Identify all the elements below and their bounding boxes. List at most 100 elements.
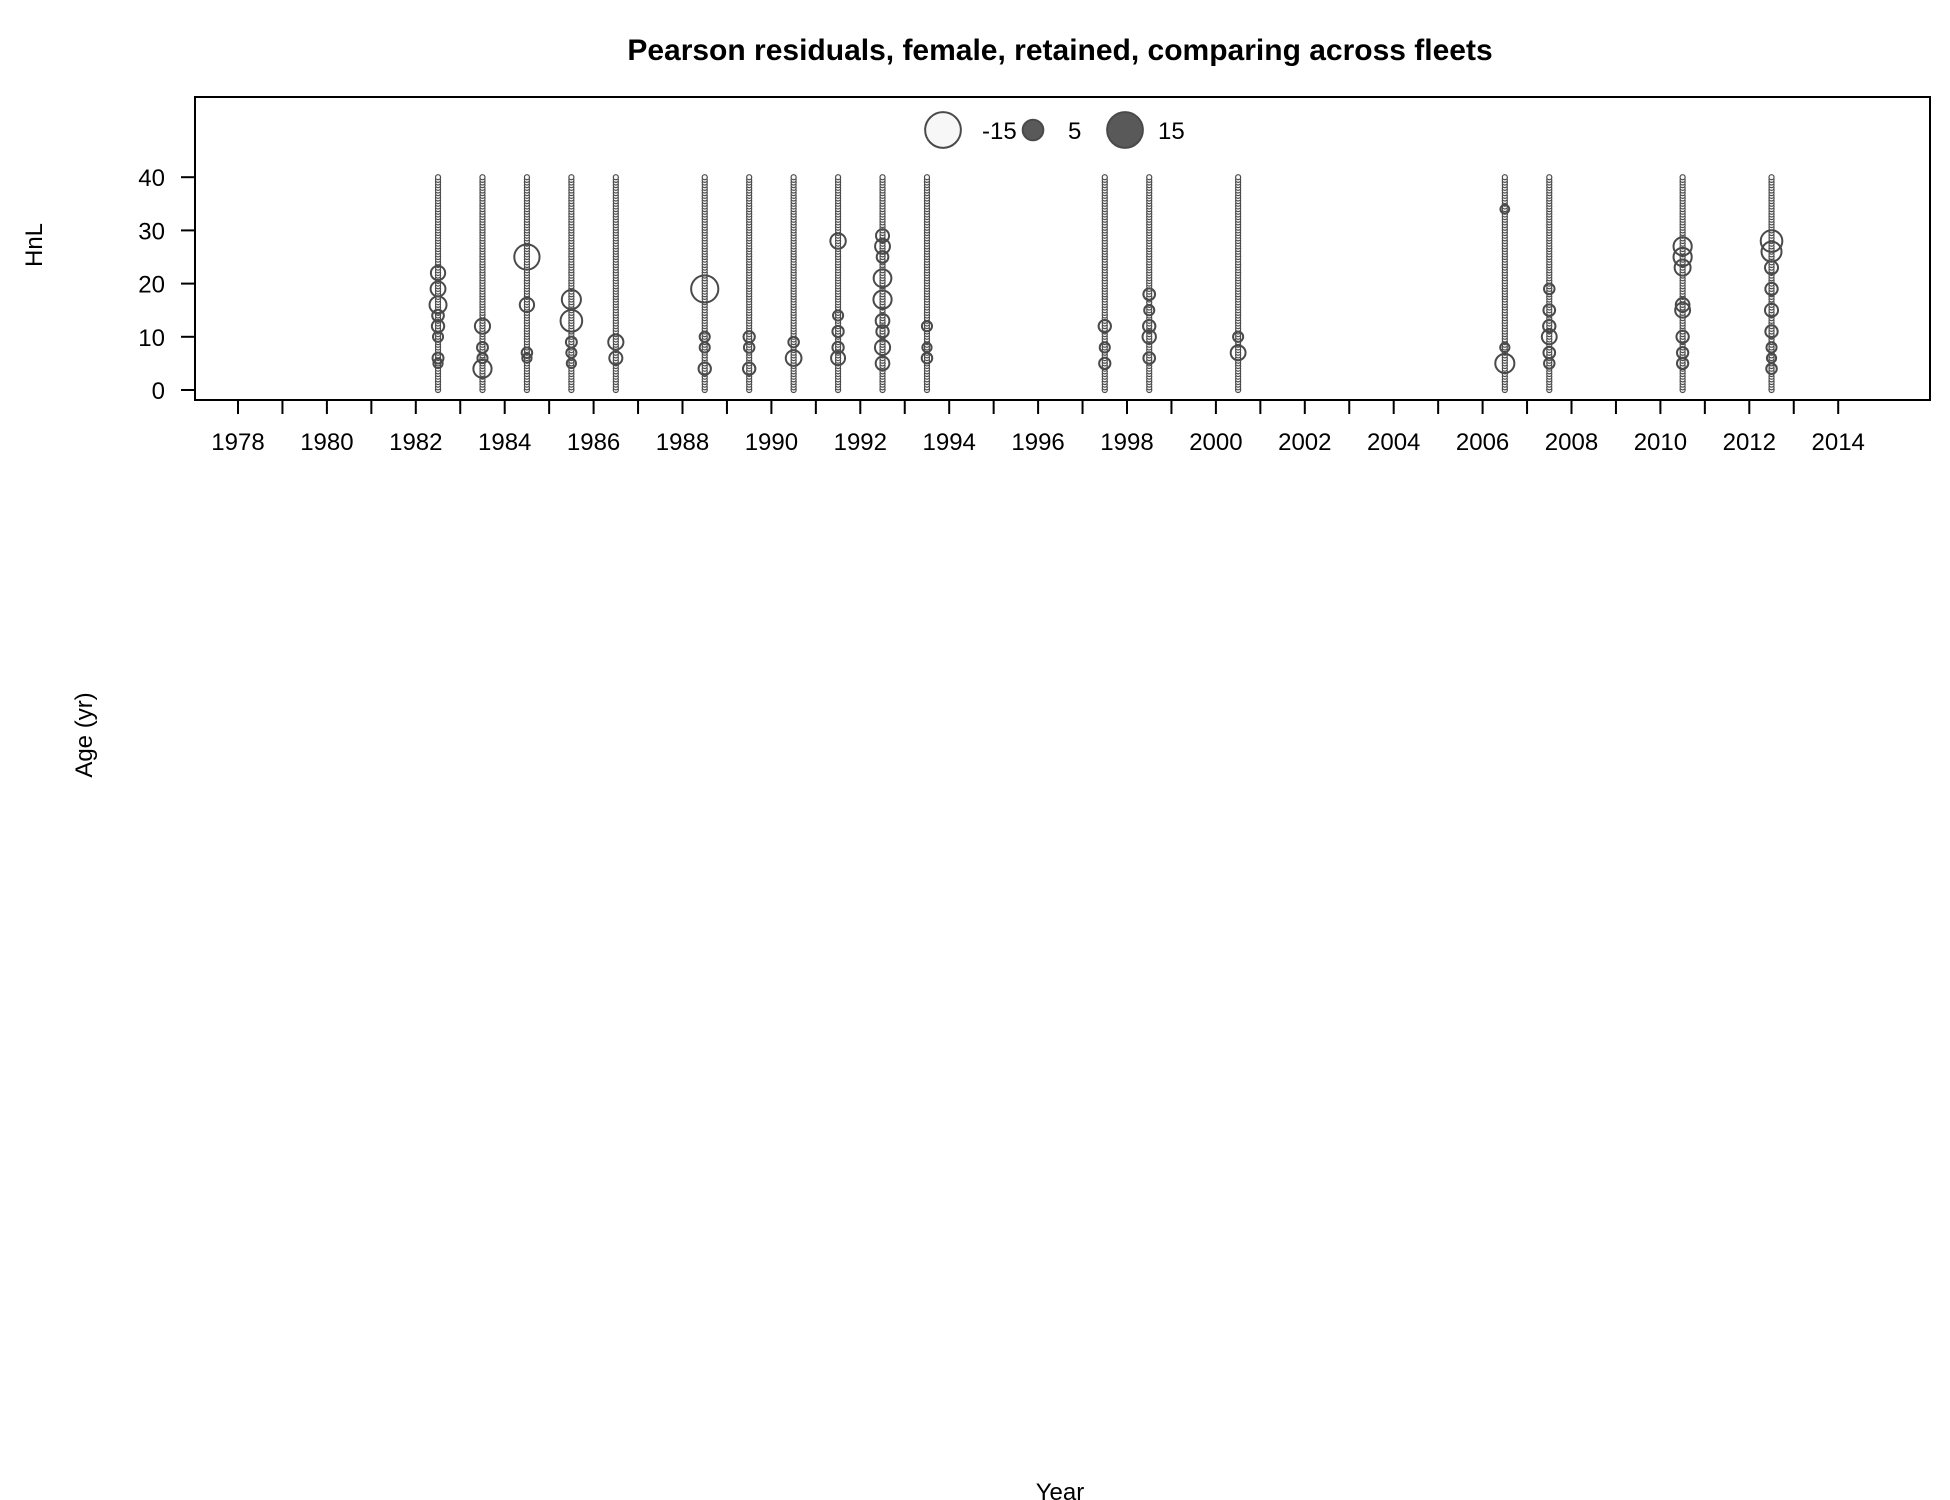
x-tick-label-1980: 1980: [300, 429, 353, 456]
residual-bubble: [1674, 301, 1692, 319]
spine-point: [1101, 174, 1108, 181]
residual-bubble: [428, 295, 448, 315]
residual-bubble: [1542, 318, 1557, 334]
panel-label: HnL: [21, 223, 48, 267]
residual-bubble: [1543, 282, 1556, 296]
residual-bubble: [431, 330, 445, 343]
x-axis-title: Year: [1036, 1479, 1085, 1500]
residual-bubble: [1673, 258, 1692, 277]
y-tick-label-0: 0: [152, 378, 165, 405]
residual-bubble: [1499, 203, 1511, 215]
spine-point: [1679, 174, 1686, 181]
x-tick-label-1984: 1984: [478, 429, 531, 456]
residual-bubble: [875, 250, 890, 264]
x-tick-label-2012: 2012: [1723, 429, 1776, 456]
spine-point: [701, 174, 708, 181]
spine-point: [1768, 174, 1775, 181]
residual-bubble: [1672, 246, 1693, 268]
spine-point: [434, 174, 442, 181]
residual-bubble: [565, 357, 577, 370]
x-tick-label-1990: 1990: [745, 429, 798, 456]
residual-bubble: [1098, 356, 1112, 371]
residual-bubble: [1142, 287, 1157, 302]
residual-bubble: [1764, 260, 1780, 276]
residual-bubble: [875, 324, 890, 339]
residual-bubble: [1675, 356, 1690, 371]
plot-frame: [194, 96, 1931, 401]
spine-point: [1546, 174, 1553, 181]
spine-point: [923, 174, 931, 181]
legend-bubble-2: [1106, 111, 1144, 149]
x-tick-label-1996: 1996: [1011, 429, 1064, 456]
legend-label-2: 15: [1158, 118, 1185, 145]
residual-bubble: [1540, 328, 1558, 346]
spine-point: [790, 174, 797, 181]
spine-point: [612, 174, 619, 181]
legend-bubble-1: [1021, 118, 1045, 142]
residual-bubble: [1143, 304, 1156, 317]
residual-bubble: [1674, 297, 1691, 313]
residual-bubble: [429, 264, 447, 282]
residual-bubble: [513, 243, 541, 271]
residual-bubble: [831, 340, 845, 355]
x-tick-label-2006: 2006: [1456, 429, 1509, 456]
spine-point: [1501, 174, 1508, 181]
residual-bubble: [1759, 229, 1784, 253]
residual-bubble: [559, 309, 584, 333]
residual-bubble: [875, 228, 891, 244]
residual-bubble: [431, 351, 445, 365]
residual-bubble: [1499, 341, 1511, 354]
y-tick-label-30: 30: [138, 218, 165, 245]
residual-bubble: [1098, 341, 1111, 354]
residual-bubble: [1542, 303, 1557, 318]
y-axis-title: Age (yr): [71, 692, 98, 777]
y-axis: 0 10 20 30 40: [138, 165, 195, 405]
x-tick-label-2014: 2014: [1812, 429, 1865, 456]
residual-bubble: [784, 349, 803, 367]
residual-bubble: [742, 341, 756, 354]
residual-bubble: [1229, 344, 1247, 362]
residual-bubble: [432, 357, 444, 370]
residual-bubble: [873, 338, 892, 357]
residual-bubble: [872, 268, 893, 289]
spine-point: [479, 174, 486, 181]
residual-bubble: [920, 351, 934, 365]
residual-bubble: [1232, 330, 1245, 343]
x-tick-label-1982: 1982: [389, 429, 442, 456]
residual-bubble: [520, 346, 534, 360]
residual-bubble: [829, 232, 847, 250]
year-spines: [434, 174, 1775, 394]
spine-point: [568, 174, 575, 181]
x-tick-label-2004: 2004: [1367, 429, 1420, 456]
residual-bubble: [698, 341, 711, 354]
spine-point: [746, 174, 753, 181]
residual-bubble: [476, 352, 489, 365]
residual-bubble: [1675, 329, 1690, 344]
residual-bubble: [832, 309, 845, 322]
residual-bubble: [872, 289, 893, 310]
residual-bubble: [1097, 318, 1112, 334]
residual-bubble: [1765, 362, 1778, 375]
residual-bubble: [1142, 318, 1157, 334]
x-tick-label-1992: 1992: [834, 429, 887, 456]
residual-bubble: [741, 361, 757, 376]
x-tick-label-1988: 1988: [656, 429, 709, 456]
residual-bubble: [1764, 324, 1779, 339]
residual-bubble: [1672, 236, 1693, 257]
residual-bubble: [874, 313, 891, 329]
spine-point: [1146, 174, 1153, 181]
residual-bubble: [920, 320, 934, 333]
y-tick-label-40: 40: [138, 165, 165, 192]
chart-title: Pearson residuals, female, retained, com…: [627, 34, 1492, 67]
x-tick-label-1978: 1978: [211, 429, 264, 456]
residual-bubble: [608, 350, 624, 366]
spine-point: [523, 174, 531, 181]
residual-bubble: [518, 296, 536, 314]
residual-bubble: [473, 317, 492, 335]
residual-bubble: [607, 333, 625, 351]
spine-point: [834, 174, 842, 181]
spine-point: [1234, 174, 1242, 181]
residual-bubble: [1543, 357, 1556, 370]
residual-bubble: [697, 361, 712, 376]
residual-bubble: [521, 352, 533, 364]
